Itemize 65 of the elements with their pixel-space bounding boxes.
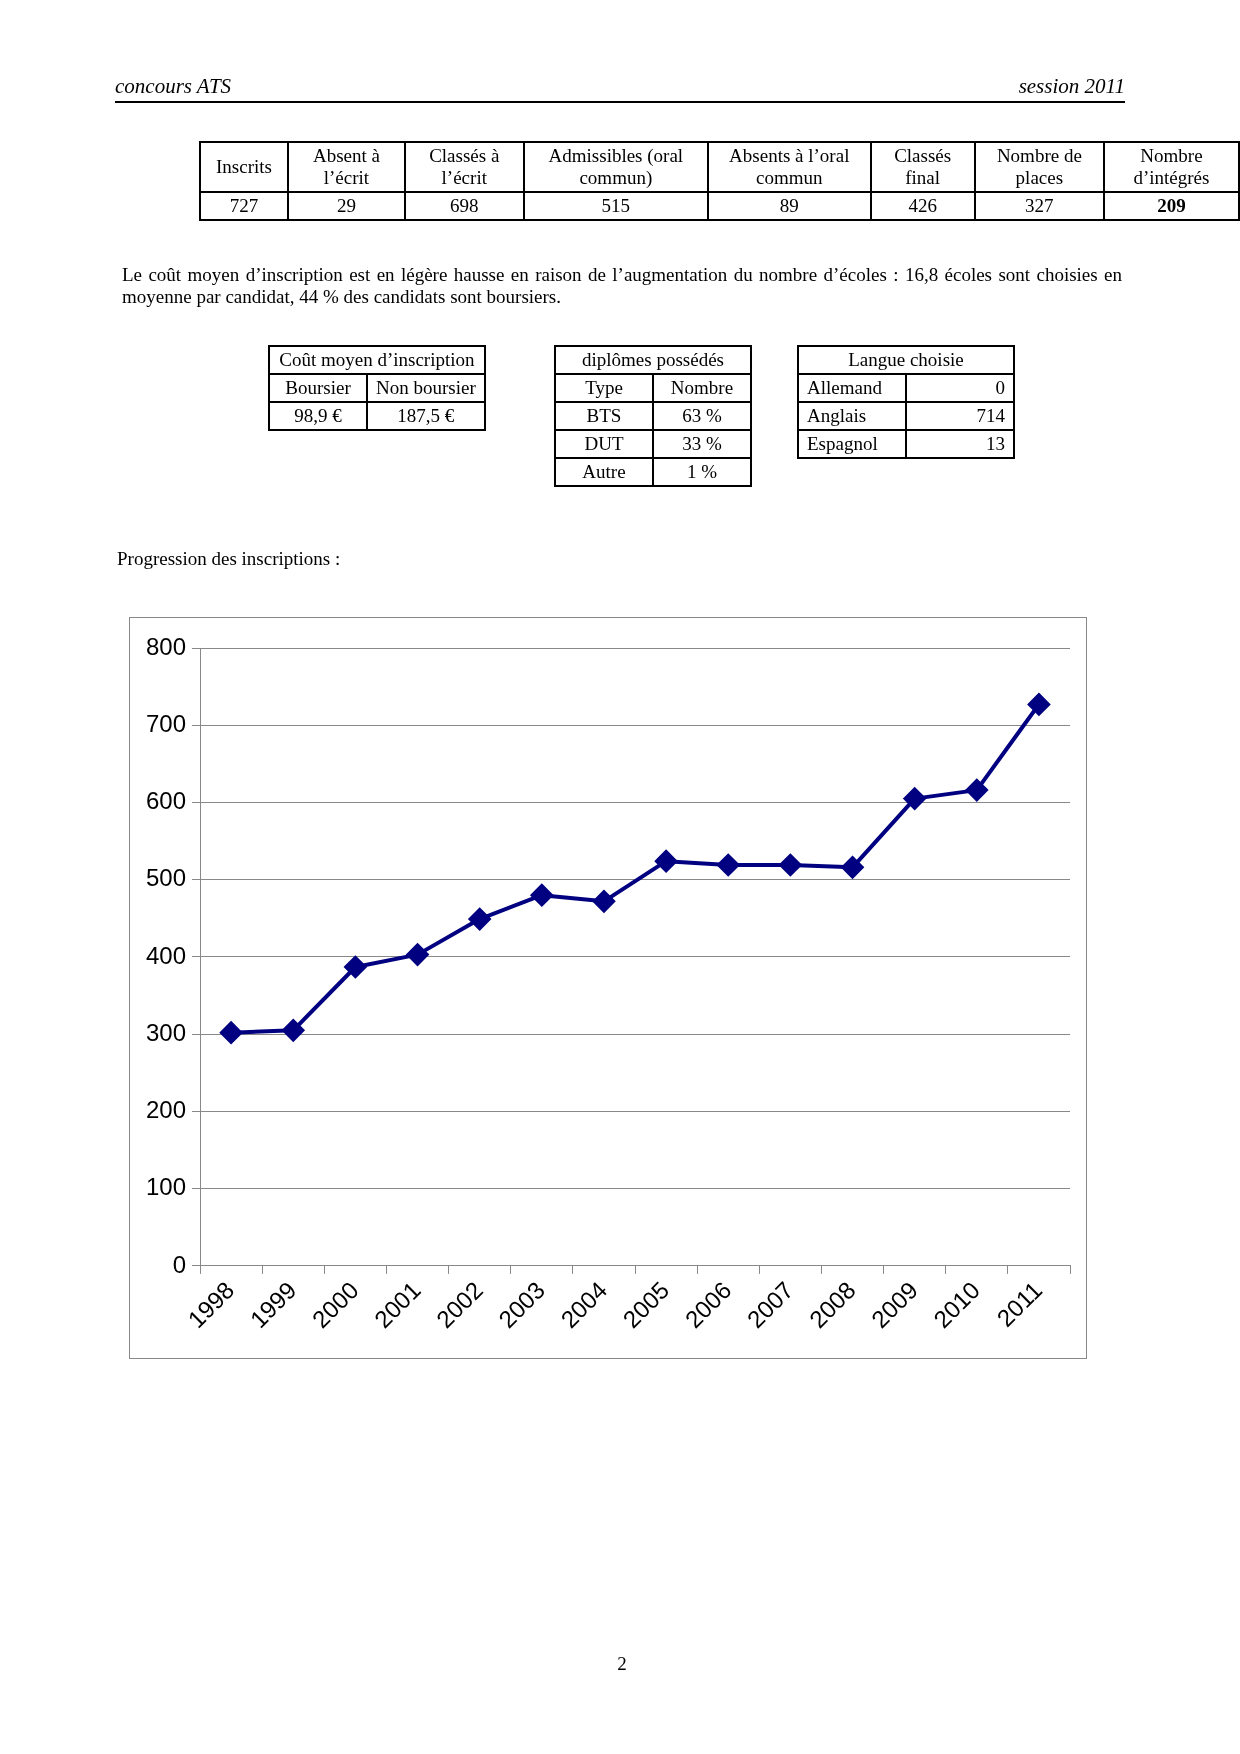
text: diplômes possédés bbox=[555, 346, 751, 374]
text: Inscrits bbox=[200, 142, 288, 192]
text: session 2011 bbox=[1018, 74, 1125, 99]
text: Nombre bbox=[653, 374, 751, 402]
point bbox=[841, 856, 864, 879]
y-tick-label: 200 bbox=[146, 1096, 187, 1124]
text: 1 % bbox=[653, 458, 751, 486]
text: 426 bbox=[870, 192, 975, 220]
text: Non boursier bbox=[367, 374, 485, 402]
y-tick-label: 400 bbox=[146, 941, 187, 969]
text: Boursier bbox=[269, 374, 367, 402]
text: Le coût moyen d’inscription est en légère hausse en raison de l’augmentation du nombre d’écoles : 16,8 écoles sont choisies en moyenne par candidat, 44 % des candidats sont boursiers. bbox=[122, 264, 1122, 308]
text: DUT bbox=[555, 430, 653, 458]
text: Coût moyen d’inscription bbox=[269, 346, 485, 374]
chart-title: Progression des inscriptions : bbox=[117, 548, 341, 570]
text: Type bbox=[555, 374, 653, 402]
point bbox=[282, 1019, 305, 1042]
text: Classés final bbox=[870, 142, 975, 192]
y-tick-label: 0 bbox=[172, 1250, 187, 1278]
text: 714 bbox=[906, 402, 1014, 430]
y-tick-label: 300 bbox=[146, 1018, 187, 1046]
y-tick-label: 700 bbox=[146, 709, 187, 737]
text: 2 bbox=[616, 1653, 628, 1675]
y-tick-label: 800 bbox=[146, 632, 187, 660]
text: Nombre de places bbox=[974, 142, 1104, 192]
y-tick-label: 500 bbox=[146, 864, 187, 892]
text: 187,5 € bbox=[367, 402, 485, 430]
text: 29 bbox=[288, 192, 405, 220]
text: 89 bbox=[708, 192, 871, 220]
point bbox=[965, 779, 988, 802]
text: Langue choisie bbox=[798, 346, 1014, 374]
text: 327 bbox=[974, 192, 1104, 220]
point bbox=[468, 908, 491, 931]
text: 13 bbox=[906, 430, 1014, 458]
text: 33 % bbox=[653, 430, 751, 458]
text: 63 % bbox=[653, 402, 751, 430]
text: Classés à l’écrit bbox=[404, 142, 524, 192]
text: BTS bbox=[555, 402, 653, 430]
point bbox=[655, 850, 678, 873]
text: 209 bbox=[1103, 192, 1239, 220]
point bbox=[406, 943, 429, 966]
y-tick-label: 600 bbox=[146, 787, 187, 815]
text: Admissibles (oral commun) bbox=[523, 142, 709, 192]
text: 98,9 € bbox=[269, 402, 367, 430]
text: 698 bbox=[404, 192, 524, 220]
text: Absent à l’écrit bbox=[288, 142, 405, 192]
text: 515 bbox=[523, 192, 709, 220]
text: Anglais bbox=[798, 402, 906, 430]
text: concours ATS bbox=[115, 74, 232, 99]
point bbox=[530, 884, 553, 907]
text: Absents à l’oral commun bbox=[708, 142, 871, 192]
text: Allemand bbox=[798, 374, 906, 402]
text: 727 bbox=[200, 192, 288, 220]
text: Autre bbox=[555, 458, 653, 486]
text: Espagnol bbox=[798, 430, 906, 458]
point bbox=[779, 854, 802, 877]
point bbox=[1027, 693, 1050, 716]
point bbox=[592, 890, 615, 913]
point bbox=[903, 787, 926, 810]
point bbox=[344, 955, 367, 978]
text: 0 bbox=[906, 374, 1014, 402]
point bbox=[220, 1021, 243, 1044]
y-tick-label: 100 bbox=[146, 1173, 187, 1201]
point bbox=[717, 854, 740, 877]
text: Nombre d’intégrés bbox=[1103, 142, 1239, 192]
